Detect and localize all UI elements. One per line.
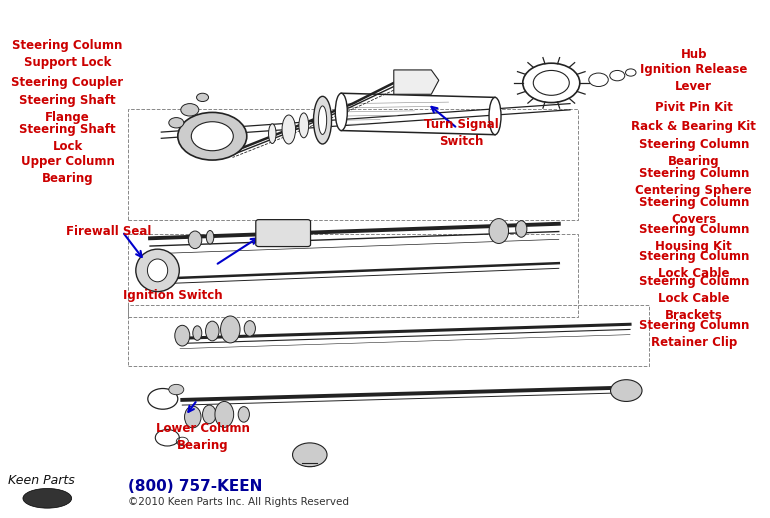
Ellipse shape	[282, 115, 296, 144]
Ellipse shape	[238, 407, 249, 422]
Text: Steering Column
Lock Cable
Brackets: Steering Column Lock Cable Brackets	[638, 276, 749, 322]
Text: Ignition Switch: Ignition Switch	[122, 289, 223, 302]
Ellipse shape	[335, 93, 347, 131]
Circle shape	[611, 380, 642, 401]
Ellipse shape	[136, 249, 179, 292]
Text: Steering Column
Centering Sphere: Steering Column Centering Sphere	[635, 167, 752, 197]
Bar	[128, 234, 578, 317]
Ellipse shape	[189, 231, 202, 249]
Circle shape	[169, 118, 184, 128]
Text: Steering Column
Support Lock: Steering Column Support Lock	[12, 39, 122, 69]
Ellipse shape	[185, 406, 201, 428]
Polygon shape	[393, 70, 439, 94]
Ellipse shape	[220, 316, 240, 343]
Ellipse shape	[215, 401, 233, 427]
Text: Steering Column
Covers: Steering Column Covers	[638, 196, 749, 226]
Text: Turn Signal
Switch: Turn Signal Switch	[424, 118, 499, 148]
Text: Steering Shaft
Lock: Steering Shaft Lock	[19, 123, 116, 153]
Ellipse shape	[489, 219, 508, 243]
Ellipse shape	[175, 325, 189, 346]
Circle shape	[293, 443, 327, 467]
Ellipse shape	[206, 321, 219, 341]
Ellipse shape	[319, 106, 326, 135]
Text: Pivit Pin Kit: Pivit Pin Kit	[654, 100, 733, 114]
Text: ©2010 Keen Parts Inc. All Rights Reserved: ©2010 Keen Parts Inc. All Rights Reserve…	[128, 497, 349, 508]
Ellipse shape	[203, 405, 216, 424]
Circle shape	[178, 112, 247, 160]
Circle shape	[191, 122, 233, 151]
Text: Steering Column
Bearing: Steering Column Bearing	[638, 138, 749, 168]
Circle shape	[181, 104, 199, 116]
Text: Hub: Hub	[681, 48, 707, 61]
Text: Steering Column
Retainer Clip: Steering Column Retainer Clip	[638, 319, 749, 349]
Circle shape	[169, 384, 184, 395]
Text: Keen Parts: Keen Parts	[8, 474, 75, 487]
Ellipse shape	[269, 124, 276, 143]
Ellipse shape	[206, 231, 214, 244]
Ellipse shape	[23, 488, 72, 508]
Text: Lower Column
Bearing: Lower Column Bearing	[156, 422, 249, 452]
Text: Steering Column
Housing Kit: Steering Column Housing Kit	[638, 223, 749, 253]
Ellipse shape	[244, 321, 256, 336]
Text: Steering Column
Lock Cable: Steering Column Lock Cable	[638, 250, 749, 280]
Text: Upper Column
Bearing: Upper Column Bearing	[21, 155, 115, 185]
Text: Steering Shaft
Flange: Steering Shaft Flange	[19, 94, 116, 124]
Text: Rack & Bearing Kit: Rack & Bearing Kit	[631, 120, 756, 134]
Bar	[128, 305, 649, 366]
Ellipse shape	[147, 259, 168, 282]
Ellipse shape	[313, 96, 332, 144]
FancyBboxPatch shape	[256, 220, 310, 247]
Text: Steering Coupler: Steering Coupler	[12, 76, 124, 90]
Ellipse shape	[299, 113, 309, 138]
Text: Ignition Release
Lever: Ignition Release Lever	[640, 63, 748, 93]
Text: (800) 757-KEEN: (800) 757-KEEN	[128, 480, 262, 494]
Ellipse shape	[516, 221, 527, 237]
Ellipse shape	[192, 326, 202, 340]
Circle shape	[196, 93, 209, 102]
Ellipse shape	[489, 97, 501, 135]
Text: Firewall Seal: Firewall Seal	[66, 225, 152, 238]
Bar	[128, 109, 578, 220]
